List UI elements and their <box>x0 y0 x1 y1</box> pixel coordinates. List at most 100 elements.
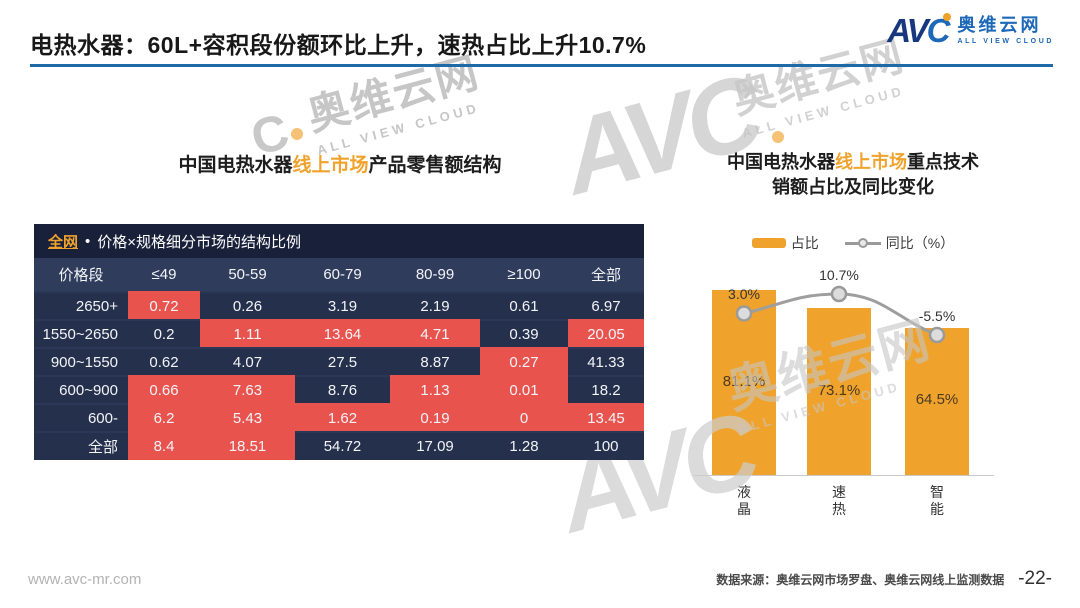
table-row: 2650+ 0.72 0.26 3.19 2.19 0.61 6.97 <box>34 291 644 320</box>
value-cell-highlighted: 0.66 <box>128 375 200 404</box>
price-spec-table-card: 全网 • 价格×规格细分市场的结构比例 价格段 ≤49 50-59 60-79 80-9… <box>34 224 644 460</box>
column-header-cell: ≥100 <box>480 258 568 292</box>
category-label: 液晶 <box>737 484 751 517</box>
value-cell-highlighted: 0.19 <box>390 403 480 432</box>
category-label: 智能 <box>930 484 944 517</box>
site-url: www.avc-mr.com <box>28 571 142 588</box>
table-row: 1550~2650 0.2 1.11 13.64 4.71 0.39 20.05 <box>34 319 644 348</box>
chart-baseline <box>694 475 994 476</box>
line-value-label: 3.0% <box>728 286 760 303</box>
value-cell: 3.19 <box>295 291 390 320</box>
value-cell-highlighted: 0.01 <box>480 375 568 404</box>
bar-value-label: 81.1% <box>722 372 766 390</box>
legend-item-line: 同比（%） <box>844 233 955 253</box>
bar-value-label: 73.1% <box>817 381 861 399</box>
row-label: 600~900 <box>34 375 128 404</box>
line-marker-icon <box>928 326 946 344</box>
line-marker-icon <box>830 285 848 303</box>
row-header-cell: 价格段 <box>34 258 128 292</box>
value-cell: 0.2 <box>128 319 200 348</box>
table-caption: 全网 • 价格×规格细分市场的结构比例 <box>34 224 644 258</box>
value-cell: 1.28 <box>480 431 568 460</box>
chart-legend: 占比 同比（%） <box>688 233 1018 253</box>
data-source: 数据来源：奥维云网市场罗盘、奥维云网线上监测数据 <box>716 573 1005 587</box>
column-header-cell: 全部 <box>568 258 644 292</box>
line-value-label: -5.5% <box>918 307 956 324</box>
value-cell: 0.39 <box>480 319 568 348</box>
footer: www.avc-mr.com 数据来源：奥维云网市场罗盘、奥维云网线上监测数据 … <box>0 560 1080 608</box>
footer-right: 数据来源：奥维云网市场罗盘、奥维云网线上监测数据 -22- <box>716 568 1052 590</box>
table-caption-text: 价格×规格细分市场的结构比例 <box>97 233 302 251</box>
chart-bar <box>807 308 871 475</box>
avc-logo-c: C <box>927 12 952 49</box>
header: 电热水器：60L+容积段份额环比上升，速热占比上升10.7% AVC 奥维云网 … <box>0 0 1080 70</box>
value-cell-highlighted: 6.2 <box>128 403 200 432</box>
avc-logo: AVC 奥维云网 ALL VIEW CLOUD <box>887 12 1054 49</box>
value-cell: 27.5 <box>295 347 390 376</box>
bar-value-label: 64.5% <box>915 391 959 409</box>
value-cell-highlighted: 20.05 <box>568 319 644 348</box>
avc-logo-av: AV <box>887 12 928 49</box>
value-cell: 6.97 <box>568 291 644 320</box>
table-row: 全部 8.4 18.51 54.72 17.09 1.28 100 <box>34 431 644 460</box>
line-swatch-icon <box>844 237 881 249</box>
value-cell-highlighted: 7.63 <box>200 375 295 404</box>
value-cell: 100 <box>568 431 644 460</box>
value-cell-highlighted: 18.51 <box>200 431 295 460</box>
value-cell-highlighted: 13.64 <box>295 319 390 348</box>
table-body: 2650+ 0.72 0.26 3.19 2.19 0.61 6.97 1550~2650 0.… <box>34 291 644 460</box>
table-caption-separator: • <box>85 232 91 250</box>
column-header-cell: ≤49 <box>128 258 200 292</box>
value-cell-highlighted: 0 <box>480 403 568 432</box>
right-title-highlight: 线上市场 <box>835 152 907 172</box>
value-cell-highlighted: 1.11 <box>200 319 295 348</box>
line-marker-icon <box>735 305 753 322</box>
value-cell: 41.33 <box>568 347 644 376</box>
value-cell-highlighted: 0.72 <box>128 291 200 320</box>
avc-logo-names: 奥维云网 ALL VIEW CLOUD <box>957 16 1054 45</box>
category-label: 速热 <box>832 484 846 517</box>
avc-logo-name-cn: 奥维云网 <box>957 15 1042 35</box>
value-cell-highlighted: 0.27 <box>480 347 568 376</box>
page-number: -22- <box>1018 568 1052 589</box>
right-chart-title: 中国电热水器线上市场重点技术 销额占比及同比变化 <box>727 152 979 198</box>
legend-line-label: 同比（%） <box>885 235 955 251</box>
line-value-label: 10.7% <box>819 267 859 283</box>
avc-logo-letters: AVC <box>887 12 952 49</box>
value-cell: 2.19 <box>390 291 480 320</box>
table-caption-scope: 全网 <box>48 233 79 251</box>
column-header-cell: 50-59 <box>200 258 295 292</box>
table-row: 900~1550 0.62 4.07 27.5 8.87 0.27 41.33 <box>34 347 644 376</box>
value-cell-highlighted: 5.43 <box>200 403 295 432</box>
watermark-dot-icon <box>291 128 303 140</box>
row-label: 全部 <box>34 431 128 460</box>
column-header-cell: 80-99 <box>390 258 480 292</box>
price-spec-matrix: 价格段 ≤49 50-59 60-79 80-99 ≥100 全部 2650+ 0.72 0.2… <box>34 258 644 460</box>
row-label: 900~1550 <box>34 347 128 376</box>
value-cell: 0.26 <box>200 291 295 320</box>
row-label: 1550~2650 <box>34 319 128 348</box>
value-cell-highlighted: 4.71 <box>390 319 480 348</box>
value-cell-highlighted: 13.45 <box>568 403 644 432</box>
left-title-highlight: 线上市场 <box>292 155 369 176</box>
value-cell-highlighted: 8.4 <box>128 431 200 460</box>
value-cell: 17.09 <box>390 431 480 460</box>
value-cell: 8.76 <box>295 375 390 404</box>
value-cell: 4.07 <box>200 347 295 376</box>
value-cell: 54.72 <box>295 431 390 460</box>
bar-swatch-icon <box>751 238 786 248</box>
yoy-line-chart <box>735 285 946 344</box>
chart-bar <box>905 327 969 475</box>
table-header-row: 价格段 ≤49 50-59 60-79 80-99 ≥100 全部 <box>34 258 644 292</box>
header-divider <box>30 64 1053 67</box>
value-cell-highlighted: 1.62 <box>295 403 390 432</box>
value-cell: 18.2 <box>568 375 644 404</box>
row-label: 600- <box>34 403 128 432</box>
legend-item-bar: 占比 <box>751 233 819 253</box>
value-cell: 0.61 <box>480 291 568 320</box>
value-cell: 0.62 <box>128 347 200 376</box>
watermark-dot-icon <box>772 131 784 143</box>
table-row: 600- 6.2 5.43 1.62 0.19 0 13.45 <box>34 403 644 432</box>
avc-logo-dot-icon <box>943 13 952 21</box>
